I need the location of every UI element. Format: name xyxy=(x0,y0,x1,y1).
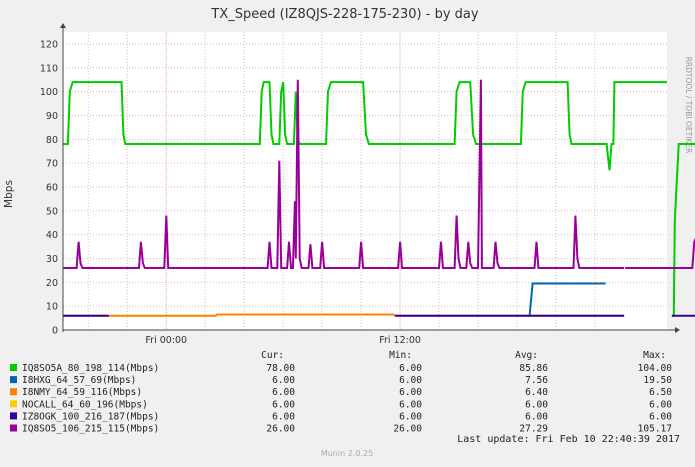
y-tick-label: 50 xyxy=(46,206,58,217)
legend-value-min: 26.00 xyxy=(393,424,422,435)
y-tick-label: 20 xyxy=(46,278,58,289)
y-tick-label: 80 xyxy=(46,135,58,146)
legend-value-avg: 6.40 xyxy=(525,387,548,398)
y-axis-label: Mbps xyxy=(3,180,15,208)
x-tick-label: Fri 12:00 xyxy=(379,335,421,346)
y-tick-label: 110 xyxy=(40,63,58,74)
legend-value-avg: 7.56 xyxy=(525,375,548,386)
munin-version-footer: Munin 2.0.25 xyxy=(321,449,373,458)
plot-area: 0 10 20 30 40 50 60 70 80 90 100 110 120 Fri 00:00 Fri… xyxy=(40,23,695,346)
legend-value-max: 105.17 xyxy=(638,424,672,435)
y-tick-label: 70 xyxy=(46,159,58,170)
legend-value-min: 6.00 xyxy=(399,411,422,422)
rrdtool-watermark: RRDTOOL / TOBI OETIKER xyxy=(684,57,693,154)
legend-value-cur: 6.00 xyxy=(272,387,295,398)
y-tick-label: 10 xyxy=(46,302,58,313)
series-line xyxy=(63,79,625,269)
legend-header-max: Max: xyxy=(643,350,666,361)
legend-series-name: I8HXG_64_57_69(Mbps) xyxy=(22,375,136,386)
legend-swatch xyxy=(10,424,17,432)
legend-value-min: 6.00 xyxy=(399,387,422,398)
legend-value-min: 6.00 xyxy=(399,375,422,386)
series-line xyxy=(625,237,695,269)
x-axis-arrow xyxy=(675,327,680,333)
legend-series-name: IQ8SO5A_80_198_114(Mbps) xyxy=(22,363,159,374)
legend-header-cur: Cur: xyxy=(261,350,284,361)
x-tick-label: Fri 00:00 xyxy=(145,335,187,346)
legend-swatch xyxy=(10,364,17,371)
y-tick-label: 100 xyxy=(40,87,58,98)
legend-value-avg: 6.00 xyxy=(525,411,548,422)
series-line xyxy=(671,143,695,317)
legend-value-max: 19.50 xyxy=(643,375,672,386)
legend: Cur: Min: Avg: Max: IQ8SO5A_80_198_114(M… xyxy=(10,350,672,435)
legend-value-min: 6.00 xyxy=(399,399,422,410)
legend-value-avg: 27.29 xyxy=(519,424,548,435)
legend-swatch xyxy=(10,388,17,396)
legend-value-max: 6.00 xyxy=(649,411,672,422)
y-tick-label: 90 xyxy=(46,111,58,122)
legend-swatch xyxy=(10,412,17,420)
y-tick-label: 0 xyxy=(52,326,58,337)
chart-title: TX_Speed (IZ8QJS-228-175-230) - by day xyxy=(210,7,478,22)
legend-series-name: IQ8SO5_106_215_115(Mbps) xyxy=(22,424,159,435)
legend-value-cur: 6.00 xyxy=(272,411,295,422)
legend-header-avg: Avg: xyxy=(515,350,538,361)
legend-value-min: 6.00 xyxy=(399,363,422,374)
y-tick-label: 40 xyxy=(46,230,58,241)
legend-value-cur: 78.00 xyxy=(266,363,295,374)
legend-value-cur: 6.00 xyxy=(272,375,295,386)
legend-series-name: NOCALL_64_60_196(Mbps) xyxy=(22,399,148,410)
plot-background xyxy=(63,32,667,330)
legend-swatch xyxy=(10,400,17,408)
y-tick-label: 60 xyxy=(46,182,58,193)
legend-header-min: Min: xyxy=(389,350,412,361)
legend-value-max: 104.00 xyxy=(638,363,673,374)
legend-value-cur: 6.00 xyxy=(272,399,295,410)
last-update-text: Last update: Fri Feb 10 22:40:39 2017 xyxy=(457,434,680,445)
y-tick-label: 30 xyxy=(46,254,58,265)
legend-value-avg: 85.86 xyxy=(519,363,548,374)
legend-value-avg: 6.00 xyxy=(525,399,548,410)
legend-value-max: 6.50 xyxy=(649,387,672,398)
y-tick-label: 120 xyxy=(40,39,58,50)
legend-value-max: 6.00 xyxy=(649,399,672,410)
legend-series-name: I8NMY_64_59_116(Mbps) xyxy=(22,387,142,398)
y-axis-arrow xyxy=(60,23,66,28)
series-line xyxy=(63,81,667,171)
legend-series-name: IZ8OGK_100_216_187(Mbps) xyxy=(22,411,159,422)
legend-swatch xyxy=(10,376,17,384)
legend-value-cur: 26.00 xyxy=(266,424,295,435)
